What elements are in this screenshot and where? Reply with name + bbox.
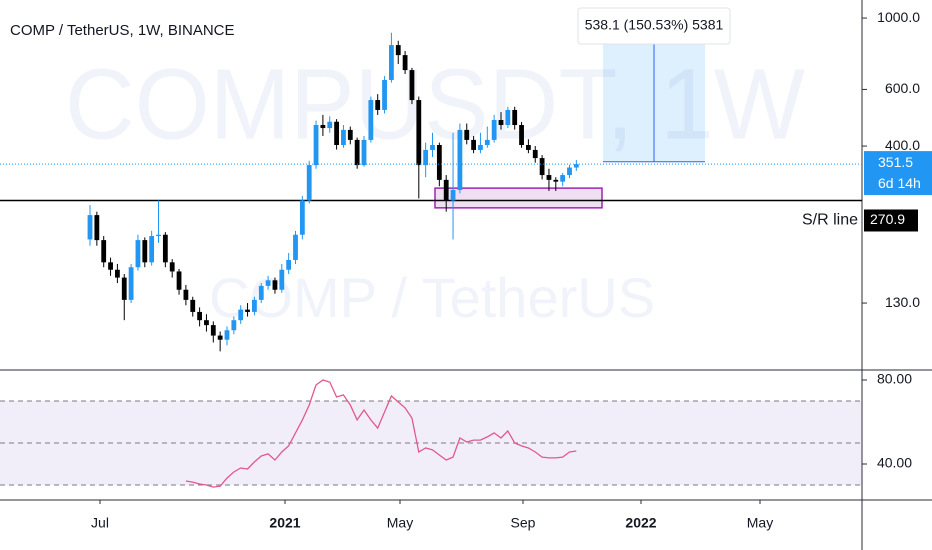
y-tick-label: 600.0 [885,80,920,96]
candle-body [169,262,175,272]
x-tick-label: 2022 [625,515,656,531]
x-tick-label: Sep [511,515,536,531]
candle-body [293,234,298,260]
candle-body [443,179,449,201]
x-tick-label: May [387,515,413,531]
rsi-tick-label: 80.00 [877,371,912,387]
candle-body [471,139,476,150]
candle-body [245,309,250,312]
candle-body [272,280,278,290]
candle-body [402,55,408,71]
candle-body [526,145,531,150]
y-tick-label: 400.0 [885,137,920,153]
candle-body [573,164,579,168]
y-tick-label: 130.0 [885,294,920,310]
x-tick-label: Jul [91,515,109,531]
candle-body [224,330,230,340]
candle-body [210,325,216,336]
candle-body [108,262,113,270]
candle-body [156,234,161,237]
candle-body [279,269,285,290]
candle-body [286,259,292,270]
candle-body [423,149,429,166]
candle-body [162,234,168,263]
candle-body [94,215,100,241]
candle-body [436,145,442,180]
candle-body [135,240,141,268]
candle-body [176,271,182,290]
candle-body [409,70,415,101]
candle-body [101,240,107,263]
candle-body [341,129,346,146]
candle-body [258,285,264,300]
candle-body [204,320,209,326]
sr-label: S/R line [802,212,858,229]
candle-body [491,120,497,140]
candle-body [450,190,456,201]
candle-body [457,129,463,191]
candle-body [375,100,381,110]
candle-body [539,158,545,176]
candle-body [121,277,127,300]
candle-body [532,149,538,159]
candle-body [190,299,196,312]
candle-body [416,100,422,166]
candle-body [115,269,120,278]
candle-body [553,179,559,182]
sr-tag [864,209,918,232]
candle-body [149,236,155,263]
candle-body [299,200,305,235]
watermark: COMPUSDT, 1W [65,48,806,160]
candle-body [128,267,134,300]
sr-tag-label: 270.9 [870,211,905,227]
candle-body [505,109,511,126]
candle-body [430,145,435,150]
last-price-label: 351.5 [878,154,913,170]
candle-body [320,125,326,129]
y-tick-label: 1000.0 [877,9,920,25]
candle-body [389,45,394,80]
x-tick-label: May [747,515,773,531]
candle-body [183,289,189,300]
candle-body [361,139,367,166]
rsi-band [0,400,862,486]
candle-body [498,120,504,126]
candle-body [567,167,572,176]
rsi-tick-label: 40.00 [877,455,912,471]
measure-label: 538.1 (150.53%) 5381 [585,17,724,33]
candle-body [197,311,202,321]
candle-body [478,145,483,150]
candle-body [231,320,237,331]
candle-body [512,109,518,126]
candle-body [560,175,566,182]
candle-body [347,129,353,140]
candle-body [395,45,401,56]
candle-body [306,165,312,201]
candle-body [265,280,271,286]
watermark-subtitle: COMP / TetherUS [209,266,655,329]
x-tick-label: 2021 [269,515,300,531]
candle-body [484,139,490,146]
candle-body [327,121,333,129]
measure-tooltip [577,7,731,45]
candle-body [519,125,524,146]
candle-body [382,79,387,110]
candle-body [313,125,319,166]
chart-title: COMP / TetherUS, 1W, BINANCE [10,22,235,39]
candle-body [368,100,374,140]
zone-box [434,187,603,209]
candle-body [334,121,339,146]
candle-body [142,240,148,263]
last-price-tag [864,151,932,196]
candle-body [87,215,93,240]
candle-body [217,335,223,340]
candle-body [546,175,552,180]
countdown-label: 6d 14h [878,175,921,191]
candle-body [238,309,244,321]
candle-body [252,299,257,312]
candle-body [354,139,360,166]
rsi-line [185,379,577,488]
candle-body [464,129,470,140]
